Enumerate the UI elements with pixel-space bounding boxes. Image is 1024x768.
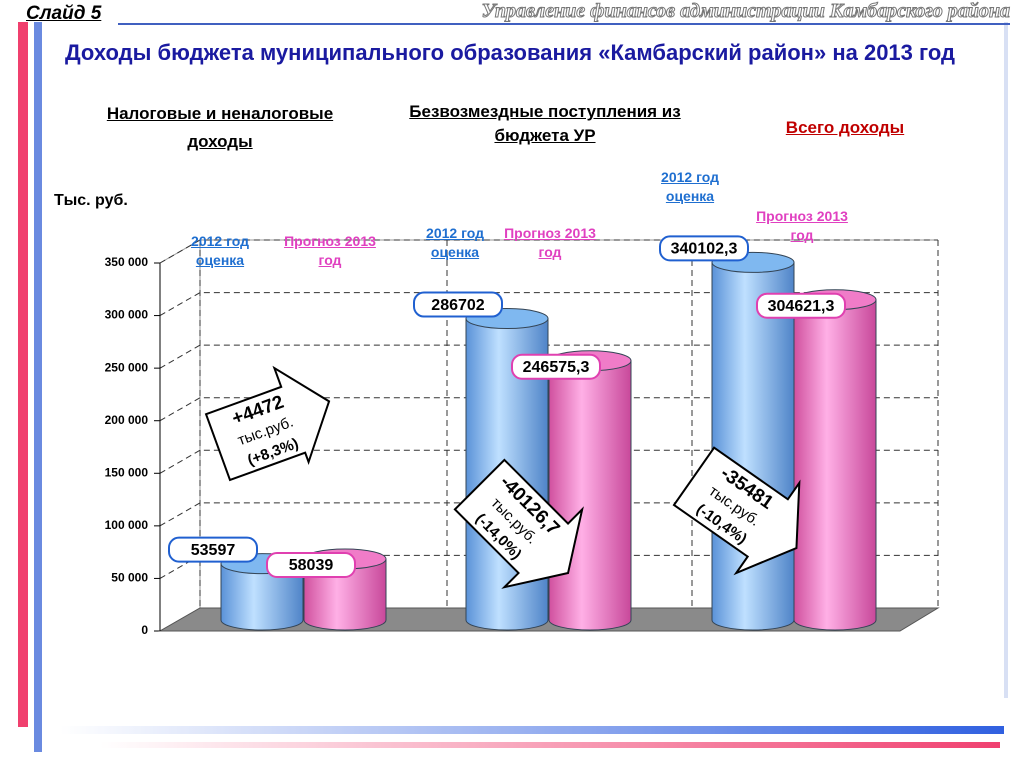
value-label: 246575,3 (523, 359, 590, 376)
label-box (266, 551, 356, 578)
label-box (756, 292, 846, 319)
y-tick-label: 350 000 (105, 255, 149, 269)
decor-bar (1004, 22, 1008, 698)
grid-line (159, 397, 938, 422)
series-label: Прогноз 2013 год (756, 208, 848, 243)
grid-line (159, 502, 938, 527)
value-label-box: 286702 (413, 291, 503, 318)
value-label-box: 304621,3 (756, 292, 846, 319)
grid-line (159, 554, 938, 579)
y-tick-label: 50 000 (111, 571, 148, 585)
value-label: 304621,3 (768, 298, 835, 315)
y-tick-label: 150 000 (105, 465, 149, 479)
decor-bar (60, 726, 1004, 734)
y-tick-label: 200 000 (105, 413, 149, 427)
plot: 0 50 000 100 000 150 000 200 000 250 000 300 0… (105, 235, 940, 637)
label-box (659, 235, 749, 262)
y-unit: Тыс. руб. (54, 192, 128, 209)
value-label-box: 340102,3 (659, 235, 749, 262)
y-tick-label: 0 (141, 623, 148, 637)
y-tick-label: 250 000 (105, 360, 149, 374)
arrow (453, 458, 584, 589)
grid-line (159, 449, 938, 474)
series-label: 2012 год оценка (426, 225, 484, 260)
value-label-box: 58039 (266, 551, 356, 578)
value-label: 58039 (289, 557, 334, 574)
y-tick-label: 300 000 (105, 308, 149, 322)
arrow (672, 446, 801, 576)
label-box (511, 353, 601, 380)
label-box (168, 536, 258, 563)
header: Управление финансов администрации Камбар… (481, 0, 1011, 23)
cylinder (548, 360, 632, 631)
arrow (204, 365, 331, 482)
slide-label: Слайд 5 (26, 3, 102, 24)
value-label: 286702 (431, 297, 484, 314)
category-label: Безвозмездные поступления из бюджета УР (409, 102, 681, 145)
decor-bar (34, 22, 42, 752)
grid-line (159, 292, 938, 317)
value-label: 340102,3 (671, 241, 738, 258)
decor-bar (100, 742, 1000, 748)
series-label: Прогноз 2013 год (504, 225, 596, 260)
series-label: 2012 год оценка (191, 233, 249, 268)
grid-line (159, 344, 938, 369)
back-wall (159, 239, 201, 632)
value-label-box: 53597 (168, 536, 258, 563)
value-label-box: 246575,3 (511, 353, 601, 380)
cylinder (793, 299, 877, 631)
chart-title: Доходы бюджета муниципального образовани… (64, 40, 955, 65)
y-tick-label: 100 000 (105, 518, 149, 532)
decor-bar (18, 22, 28, 727)
grid-line (159, 239, 938, 264)
value-label: 53597 (191, 542, 236, 559)
category-label: Налоговые и неналоговые доходы (106, 104, 334, 151)
category-label: Всего доходы (785, 118, 905, 137)
cylinder (220, 563, 304, 631)
series-label: 2012 год оценка (661, 169, 719, 204)
series-label: Прогноз 2013 год (284, 233, 376, 268)
label-box (413, 291, 503, 318)
